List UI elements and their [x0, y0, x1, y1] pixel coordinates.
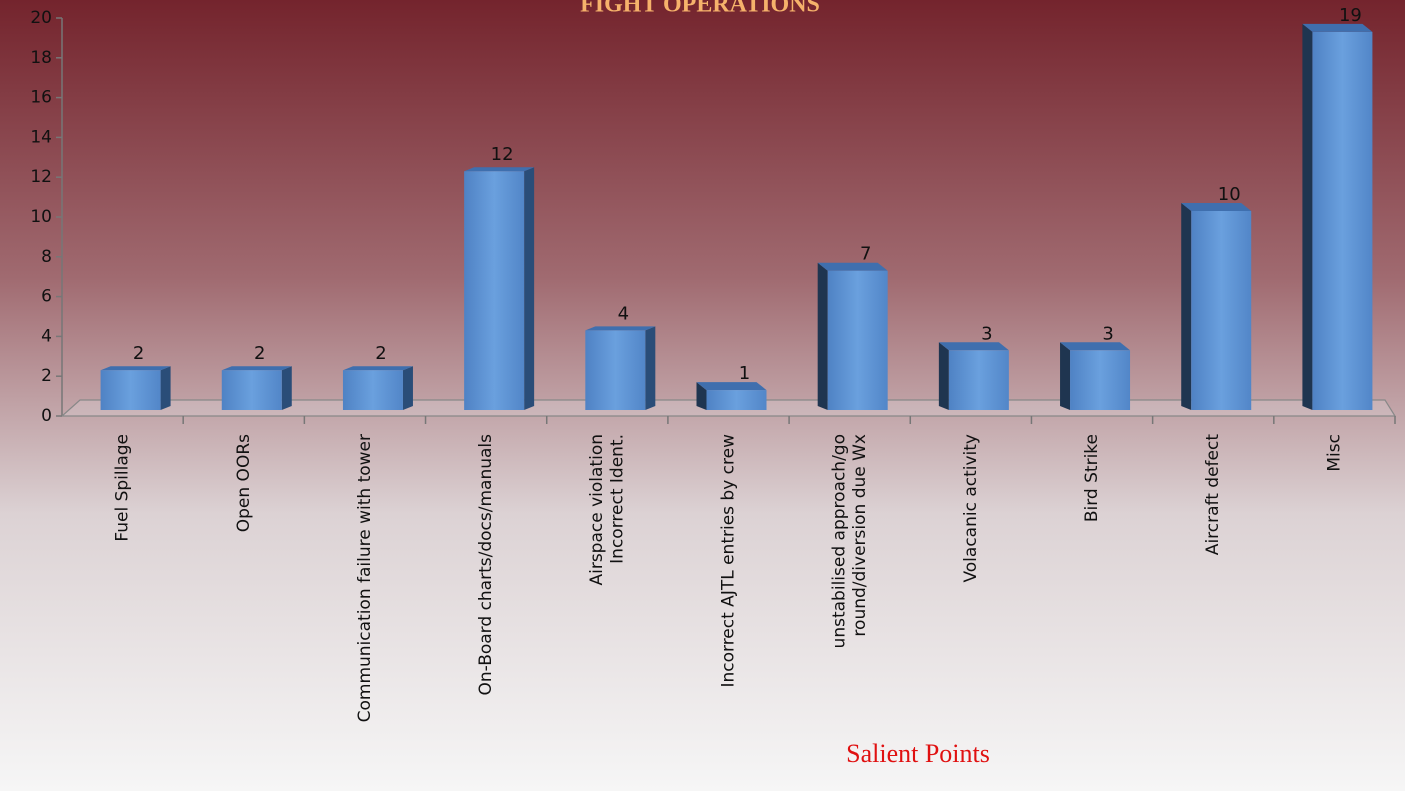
bar [696, 382, 767, 410]
bar-top [696, 382, 767, 391]
bar-side [938, 342, 949, 410]
x-tick-label: Misc [1324, 434, 1344, 472]
bar-side [645, 326, 656, 410]
x-tick-label: Incorrect AJTL entries by crew [719, 434, 739, 688]
bar-side [1060, 342, 1071, 410]
bar-side [160, 366, 171, 410]
bar-front [827, 270, 888, 410]
value-label: 2 [254, 343, 265, 364]
x-tick-label: Aircraft defect [1203, 434, 1223, 556]
bar [817, 262, 888, 410]
y-tick-label: 6 [41, 287, 52, 307]
chart-title: FIGHT OPERATIONS [580, 0, 820, 18]
bar-top [938, 342, 1009, 351]
y-tick-label: 18 [30, 48, 52, 68]
y-tick-label: 4 [41, 326, 52, 346]
bar-side [524, 167, 535, 410]
y-tick-label: 20 [30, 8, 52, 28]
bar-side [281, 366, 292, 410]
value-label: 3 [981, 323, 992, 344]
value-label: 3 [1102, 323, 1113, 344]
value-label: 1 [739, 363, 750, 384]
bar-front [948, 350, 1009, 410]
value-label: 19 [1339, 5, 1362, 26]
bar-side [1302, 23, 1313, 411]
bar [464, 167, 535, 410]
value-label: 7 [860, 244, 871, 265]
bar-top [1181, 203, 1252, 211]
y-tick-label: 2 [41, 366, 52, 386]
bar [221, 366, 292, 410]
y-tick-label: 0 [41, 406, 52, 426]
bar-front [585, 330, 646, 410]
bar-side [1181, 203, 1192, 410]
x-tick-label: unstabilised approach/goround/diversion … [829, 434, 869, 648]
y-tick-label: 10 [30, 207, 52, 227]
bar-front [1312, 31, 1373, 411]
bar-side [696, 382, 707, 410]
bar-top [817, 262, 888, 271]
bar [100, 366, 171, 410]
bar [1302, 23, 1373, 411]
bar-top [464, 167, 535, 172]
bar-front [1191, 211, 1252, 410]
bar-top [342, 366, 413, 371]
y-tick-label: 8 [41, 247, 52, 267]
bar-front [100, 370, 161, 410]
value-label: 12 [491, 144, 514, 165]
value-label: 2 [133, 343, 144, 364]
bar [342, 366, 413, 410]
bar-front [221, 370, 282, 410]
bar-front [1070, 350, 1131, 410]
x-tick-label: On-Board charts/docs/manuals [476, 434, 496, 696]
bar-top [221, 366, 292, 371]
x-tick-label: Fuel Spillage [113, 434, 133, 542]
value-label: 10 [1218, 184, 1241, 205]
bar-top [100, 366, 171, 371]
bar-top [1060, 342, 1131, 351]
x-tick-label: Volacanic activity [961, 434, 981, 583]
y-tick-label: 14 [30, 127, 52, 147]
bar-top [585, 326, 656, 331]
value-label: 2 [375, 343, 386, 364]
annotation: Salient Points [846, 739, 990, 768]
bar [938, 342, 1009, 410]
bar-top [1302, 23, 1373, 32]
x-tick-label: Communication failure with tower [355, 434, 375, 722]
y-tick-label: 16 [30, 88, 52, 108]
bar-side [817, 262, 828, 410]
value-label: 4 [618, 303, 629, 324]
x-tick-label: Open OORs [234, 434, 254, 532]
bar-front [464, 171, 525, 410]
x-tick-label: Bird Strike [1082, 434, 1102, 522]
bar [1181, 203, 1252, 410]
x-tick-label: Airspace violationIncorrect Ident. [587, 434, 627, 586]
y-tick-label: 12 [30, 167, 52, 187]
bar-front [342, 370, 403, 410]
bar [585, 326, 656, 410]
bar-front [706, 390, 767, 410]
bar [1060, 342, 1131, 410]
bar-side [402, 366, 413, 410]
